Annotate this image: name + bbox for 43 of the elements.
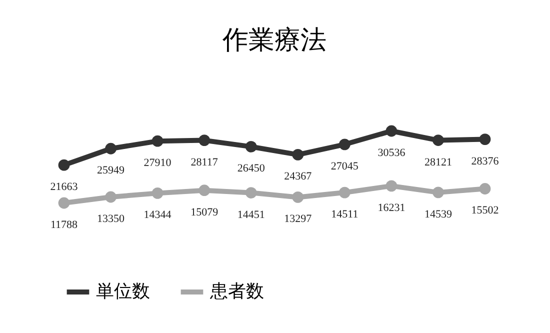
legend-label: 患者数 [209,281,264,301]
point [152,135,164,147]
point [245,187,257,198]
data-label: 21663 [50,181,78,194]
data-label: 28117 [190,156,218,168]
data-label: 26450 [237,162,266,175]
data-label: 15079 [190,206,219,218]
point [338,138,350,150]
data-label: 13350 [97,213,126,225]
point [58,159,70,171]
point [152,187,164,199]
chart-title: 作業療法 [222,25,326,54]
point [432,134,444,146]
point [479,183,491,194]
data-label: 24367 [284,170,312,183]
data-label: 27910 [144,157,172,170]
data-label: 15502 [471,204,499,217]
data-label: 14511 [331,208,358,221]
point [292,192,304,203]
data-label: 27045 [330,160,359,172]
point [105,142,116,154]
point [386,180,398,192]
data-label: 30536 [378,147,406,159]
data-label: 11788 [50,219,78,231]
point [432,186,444,198]
data-label: 28121 [424,156,452,168]
data-label: 13297 [284,213,312,226]
point [479,134,491,145]
data-label: 28376 [471,155,500,168]
data-label: 25949 [97,164,126,177]
point [198,184,210,196]
data-label: 14451 [237,208,265,221]
point [338,186,350,198]
point [386,125,398,137]
point [105,191,116,203]
point [58,197,70,209]
data-label: 14539 [424,208,452,220]
point [245,141,257,152]
legend-label: 単位数 [96,281,150,301]
data-label: 14344 [144,209,172,222]
point [292,149,304,160]
data-label: 16231 [378,202,406,214]
point [198,134,210,146]
